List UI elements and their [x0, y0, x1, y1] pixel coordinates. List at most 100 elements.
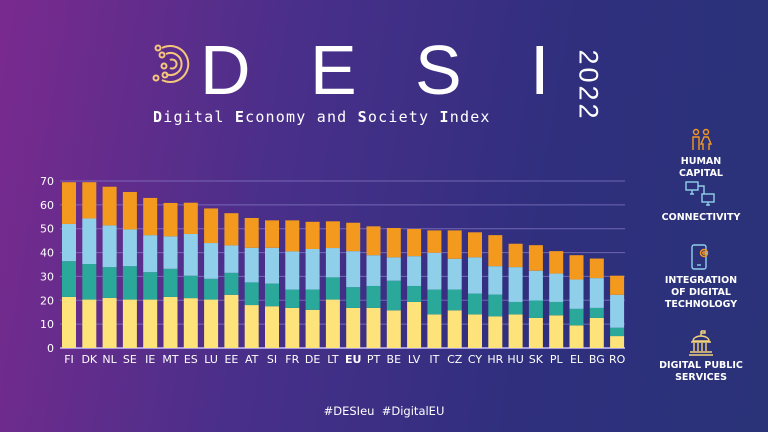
- bar-segment: [265, 220, 279, 248]
- bar-segment: [62, 182, 76, 224]
- x-tick-label: BE: [387, 353, 402, 366]
- bar-segment: [468, 314, 482, 348]
- stacked-bar-chart: 0 10 20 30 40 50 60 70 FI DK NL SE IE MT ES LU EE AT SI FR D…: [40, 180, 625, 366]
- x-tick-label: HU: [507, 353, 523, 366]
- bar-segment: [163, 268, 178, 297]
- bar-segment: [325, 248, 340, 278]
- legend-label: OF DIGITAL: [671, 287, 731, 298]
- bar-segment: [366, 226, 381, 256]
- subtitle-part: D: [153, 108, 164, 126]
- bar-segment: [265, 283, 279, 307]
- subtitle-part: I: [439, 108, 450, 126]
- x-tick-label: BG: [589, 353, 605, 366]
- x-tick-label: LV: [408, 353, 421, 366]
- bar-segment: [82, 182, 97, 219]
- x-tick-label: LU: [204, 353, 218, 366]
- bar-segment: [285, 307, 300, 348]
- bar-segment: [589, 317, 604, 348]
- x-tick-label: IE: [145, 353, 155, 366]
- y-tick-label: 10: [40, 318, 54, 331]
- bar-segment: [366, 255, 381, 286]
- bar-segment: [224, 272, 239, 295]
- bar-segment: [508, 243, 523, 268]
- bar-segment: [325, 221, 340, 249]
- x-tick-label: EU: [345, 353, 361, 366]
- x-tick-label: PL: [550, 353, 564, 366]
- bar-segment: [224, 294, 239, 348]
- x-tick-label: EL: [570, 353, 584, 366]
- bar-segment: [447, 310, 462, 348]
- bar-segment: [346, 287, 361, 308]
- bar-segment: [447, 230, 462, 259]
- x-tick-label: DE: [305, 353, 320, 366]
- bar-segment: [488, 235, 503, 267]
- government-building-icon: [689, 330, 713, 356]
- y-tick-label: 30: [40, 270, 54, 283]
- subtitle-part: ndex: [449, 108, 491, 126]
- x-tick-label: FI: [64, 353, 74, 366]
- bar-segment: [488, 294, 503, 317]
- bar-segment: [143, 235, 158, 273]
- bar-segment: [183, 202, 198, 234]
- bar-segment: [528, 317, 543, 348]
- bar-segment: [82, 299, 97, 348]
- legend-label: SERVICES: [675, 372, 727, 383]
- bar-segment: [265, 247, 279, 284]
- bar-segment: [589, 258, 604, 279]
- subtitle-part: conomy and: [245, 108, 358, 126]
- bar-segment: [447, 289, 462, 311]
- bar-segment: [427, 314, 442, 348]
- legend-integration: INTEGRATION OF DIGITAL TECHNOLOGY: [646, 243, 756, 311]
- bar-segment: [204, 208, 219, 244]
- bar-segment: [569, 255, 584, 280]
- phone-gear-icon: [691, 244, 709, 270]
- bar-segment: [407, 256, 422, 286]
- bar-segment: [62, 223, 76, 262]
- desi-logo-icon: [152, 44, 190, 83]
- x-tick-label: MT: [162, 353, 178, 366]
- bar-segment: [265, 306, 279, 348]
- x-tick-label: PT: [367, 353, 381, 366]
- bar-segment: [549, 251, 564, 274]
- bar-segment: [285, 289, 300, 308]
- bar-segment: [122, 191, 137, 230]
- legend-digital-public-services: DIGITAL PUBLIC SERVICES: [646, 330, 756, 384]
- bar-segment: [305, 248, 320, 290]
- bar-segment: [386, 227, 401, 258]
- bar-segment: [610, 327, 625, 337]
- bar-segment: [528, 300, 543, 318]
- bar-segment: [386, 280, 401, 311]
- bar-segment: [163, 236, 178, 269]
- bar-segment: [386, 310, 401, 348]
- bar-segment: [569, 279, 584, 309]
- bar-segment: [183, 233, 198, 276]
- bar-segment: [366, 285, 381, 308]
- bar-segment: [325, 277, 340, 300]
- subtitle: Digital Economy and Society Index: [153, 108, 491, 126]
- bar-segment: [62, 296, 76, 348]
- network-computers-icon: [685, 181, 715, 206]
- x-tick-label: LT: [327, 353, 339, 366]
- bar-segment: [549, 315, 564, 348]
- x-tick-label: CY: [468, 353, 482, 366]
- bar-segment: [143, 299, 158, 348]
- bar-segment: [244, 217, 259, 248]
- bar-segment: [82, 264, 97, 300]
- bar-segment: [102, 297, 117, 348]
- bar-segment: [366, 307, 381, 348]
- bar-segment: [427, 289, 442, 315]
- subtitle-part: S: [357, 108, 368, 126]
- bar-segment: [224, 245, 239, 273]
- bar-segment: [102, 225, 117, 268]
- bar-segment: [244, 282, 259, 306]
- bar-segment: [122, 229, 137, 267]
- bar-segment: [508, 267, 523, 302]
- x-tick-label: HR: [487, 353, 503, 366]
- x-tick-label: FR: [285, 353, 299, 366]
- legend-label: HUMAN: [680, 156, 722, 167]
- bar-segment: [508, 314, 523, 348]
- legend-label: CAPITAL: [679, 168, 723, 179]
- x-tick-label: ES: [184, 353, 198, 366]
- bar-segment: [528, 245, 543, 271]
- bar-segment: [407, 228, 422, 257]
